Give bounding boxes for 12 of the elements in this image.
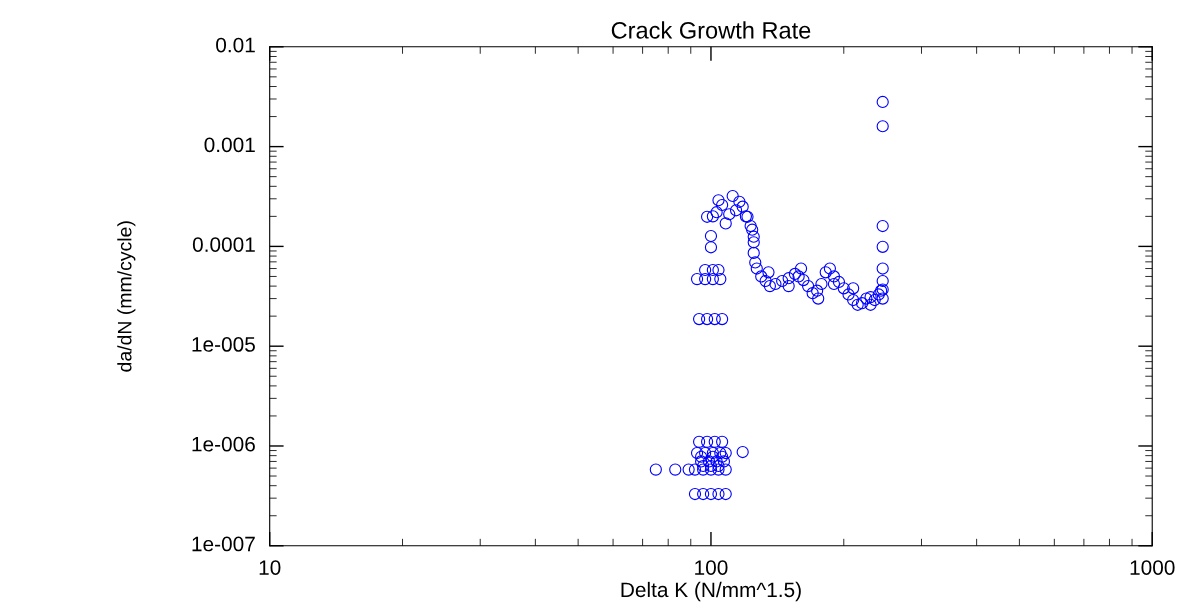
chart-title: Crack Growth Rate bbox=[611, 21, 811, 39]
y-tick-label: 1e-007 bbox=[192, 536, 255, 552]
x-axis-title: Delta K (N/mm^1.5) bbox=[621, 581, 801, 602]
y-tick-label: 1e-006 bbox=[192, 436, 255, 452]
x-tick-label: 1000 bbox=[1130, 560, 1175, 575]
x-tick-label: 100 bbox=[695, 560, 728, 575]
y-tick-label: 1e-005 bbox=[192, 337, 255, 352]
y-axis-title: da/dN (mm/cycle) bbox=[117, 221, 136, 372]
y-tick-label: 0.001 bbox=[204, 137, 255, 153]
y-tick-label: 0.0001 bbox=[192, 237, 255, 252]
y-tick-label: 0.01 bbox=[216, 37, 255, 53]
x-tick-label: 10 bbox=[259, 560, 281, 575]
